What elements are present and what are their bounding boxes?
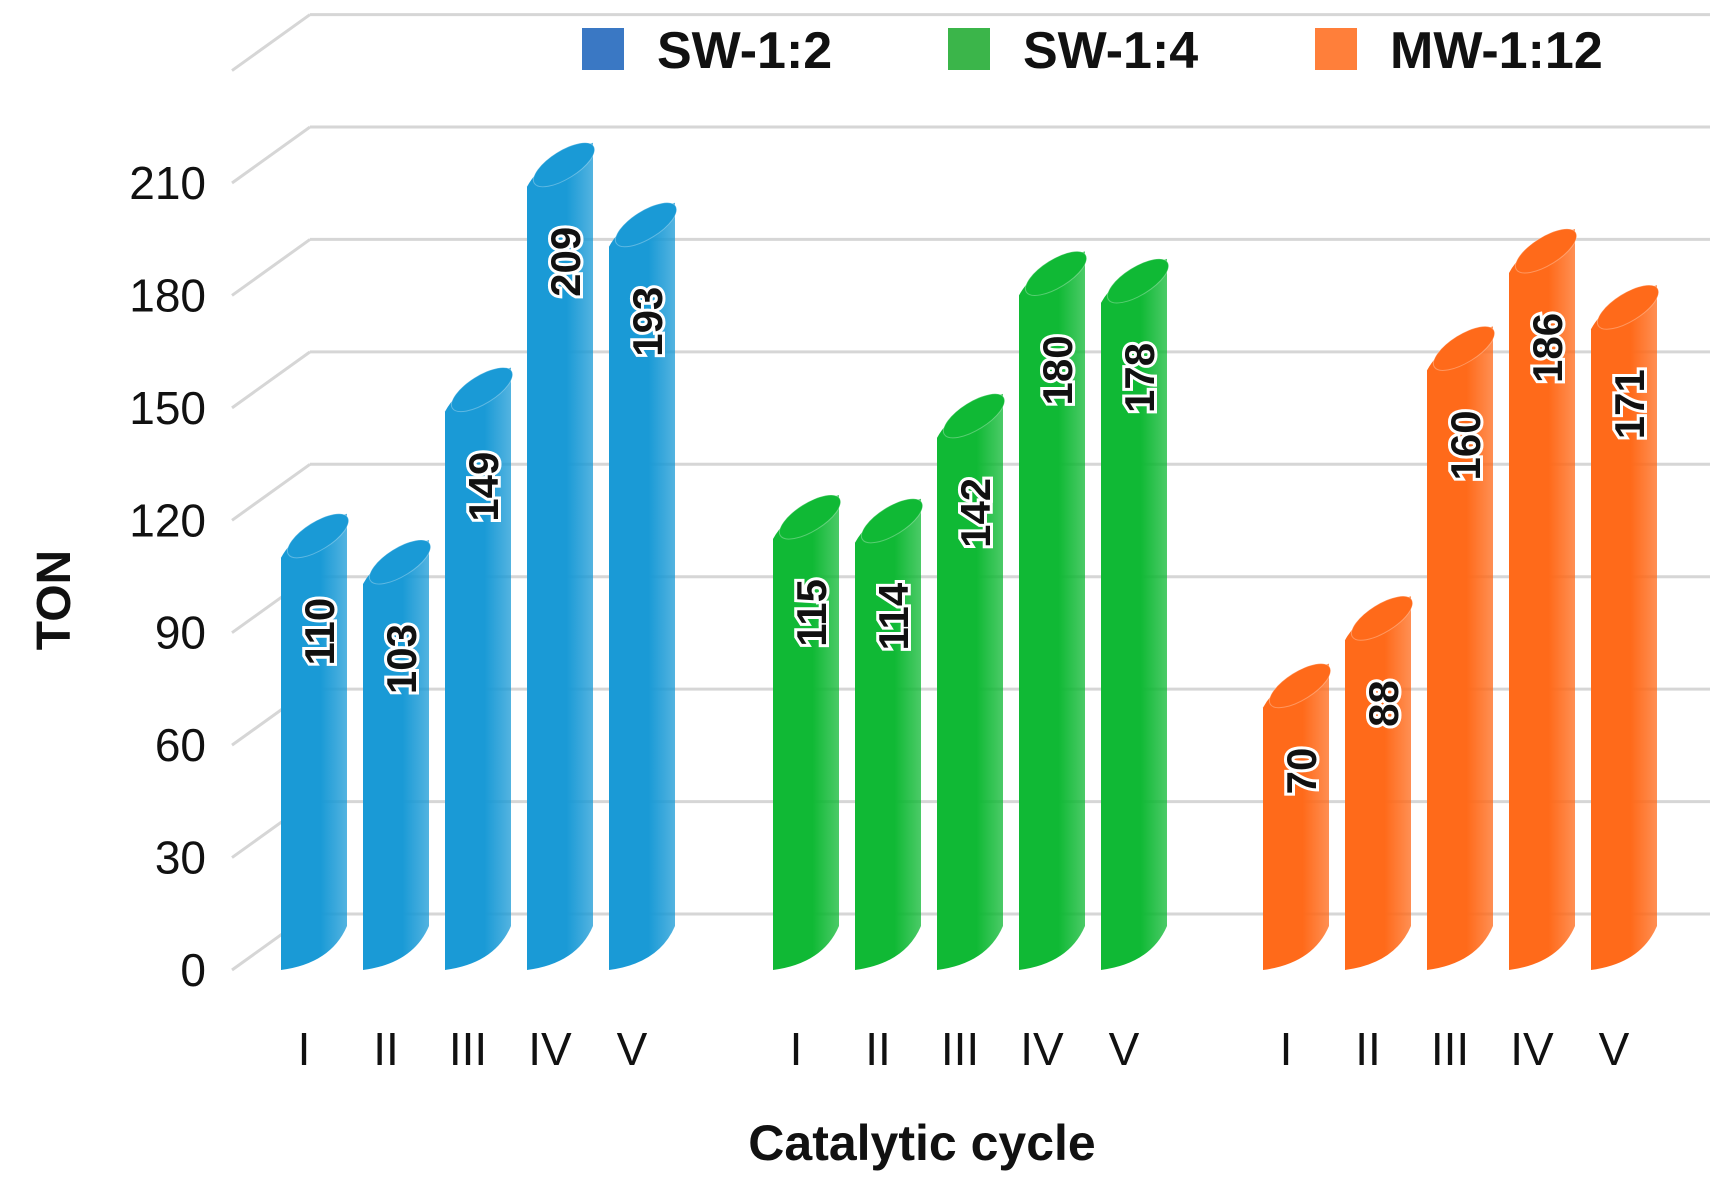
gridline-depth <box>231 238 311 297</box>
bar-top-cap <box>1024 250 1088 296</box>
bar <box>773 495 839 970</box>
y-tick-label: 120 <box>129 494 206 546</box>
data-label: 110 <box>296 598 343 666</box>
bar <box>1345 596 1411 970</box>
legend-label: MW-1:12 <box>1390 22 1603 80</box>
bar <box>1591 285 1657 971</box>
bar-top-cap <box>532 142 596 188</box>
x-axis-label: Catalytic cycle <box>748 1115 1095 1171</box>
gridline-depth <box>231 125 311 185</box>
legend-label: SW-1:4 <box>1023 22 1198 80</box>
data-label: 70 <box>1278 748 1325 795</box>
bar <box>1263 663 1329 970</box>
x-tick-label: II <box>865 1023 891 1075</box>
bar-top-cap <box>286 513 350 559</box>
x-tick-label: II <box>373 1023 399 1075</box>
y-tick-label: 150 <box>129 382 206 434</box>
bar <box>363 539 429 970</box>
bar-top-cap <box>860 498 924 544</box>
bar-top-cap <box>1596 284 1660 330</box>
data-label: 209 <box>542 227 589 297</box>
data-label: 171 <box>1606 369 1653 439</box>
legend-swatch <box>948 28 990 70</box>
x-tick-label: III <box>449 1023 487 1075</box>
x-tick-label: V <box>617 1023 648 1075</box>
x-tick-label: III <box>941 1023 979 1075</box>
y-tick-label: 0 <box>180 944 206 996</box>
data-label: 115 <box>788 579 835 647</box>
bar <box>1101 258 1167 970</box>
bar-top-cap <box>942 393 1006 439</box>
bar-top-cap <box>1432 325 1496 371</box>
x-tick-label: IV <box>528 1023 572 1075</box>
y-tick-label: 210 <box>129 157 206 209</box>
bar-top-cap <box>1106 258 1170 304</box>
y-tick-label: 180 <box>129 269 206 321</box>
data-label: 193 <box>624 287 671 357</box>
bar <box>609 202 675 970</box>
bar-top-cap <box>450 367 514 413</box>
y-tick-label: 90 <box>155 607 206 659</box>
x-tick-label: IV <box>1510 1023 1554 1075</box>
data-label: 142 <box>952 478 999 548</box>
bar <box>1509 228 1575 970</box>
bar-top-cap <box>368 539 432 585</box>
x-tick-label: V <box>1599 1023 1630 1075</box>
bar <box>1427 326 1493 970</box>
data-label: 149 <box>460 452 507 522</box>
gridline-depth <box>231 13 311 72</box>
data-label: 178 <box>1116 343 1163 413</box>
bar-top-cap <box>778 494 842 540</box>
y-tick-label: 60 <box>155 719 206 771</box>
x-tick-label: III <box>1431 1023 1469 1075</box>
x-tick-label: IV <box>1020 1023 1064 1075</box>
x-tick-label: I <box>298 1023 311 1075</box>
bar <box>937 393 1003 970</box>
x-tick-label: I <box>1280 1023 1293 1075</box>
bar <box>1019 251 1085 970</box>
legend-swatch <box>582 28 624 70</box>
x-tick-label: V <box>1109 1023 1140 1075</box>
bar <box>527 142 593 970</box>
gridline-depth <box>231 350 311 410</box>
data-label: 103 <box>378 624 425 694</box>
data-label: 186 <box>1524 313 1571 383</box>
y-axis-label: TON <box>28 550 81 650</box>
data-label: 180 <box>1034 335 1081 405</box>
bar <box>855 498 921 970</box>
data-label: 88 <box>1360 680 1407 727</box>
bar <box>445 367 511 971</box>
legend-swatch <box>1315 28 1357 70</box>
legend-label: SW-1:2 <box>657 22 832 80</box>
bar-top-cap <box>614 202 678 248</box>
bar-top-cap <box>1268 663 1332 709</box>
y-tick-label: 30 <box>155 832 206 884</box>
bar-top-cap <box>1350 595 1414 641</box>
x-tick-label: II <box>1355 1023 1381 1075</box>
x-tick-label: I <box>790 1023 803 1075</box>
bar <box>281 513 347 970</box>
gridline-depth <box>231 463 311 522</box>
bar-top-cap <box>1514 228 1578 274</box>
data-label: 114 <box>870 582 917 650</box>
data-label: 160 <box>1442 410 1489 480</box>
